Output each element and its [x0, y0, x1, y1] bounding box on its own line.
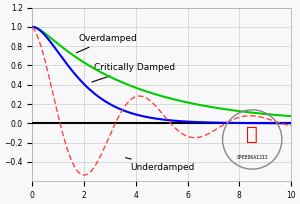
Text: Overdamped: Overdamped	[76, 34, 138, 53]
Text: Underdamped: Underdamped	[126, 158, 195, 172]
Text: Critically Damped: Critically Damped	[92, 63, 176, 82]
